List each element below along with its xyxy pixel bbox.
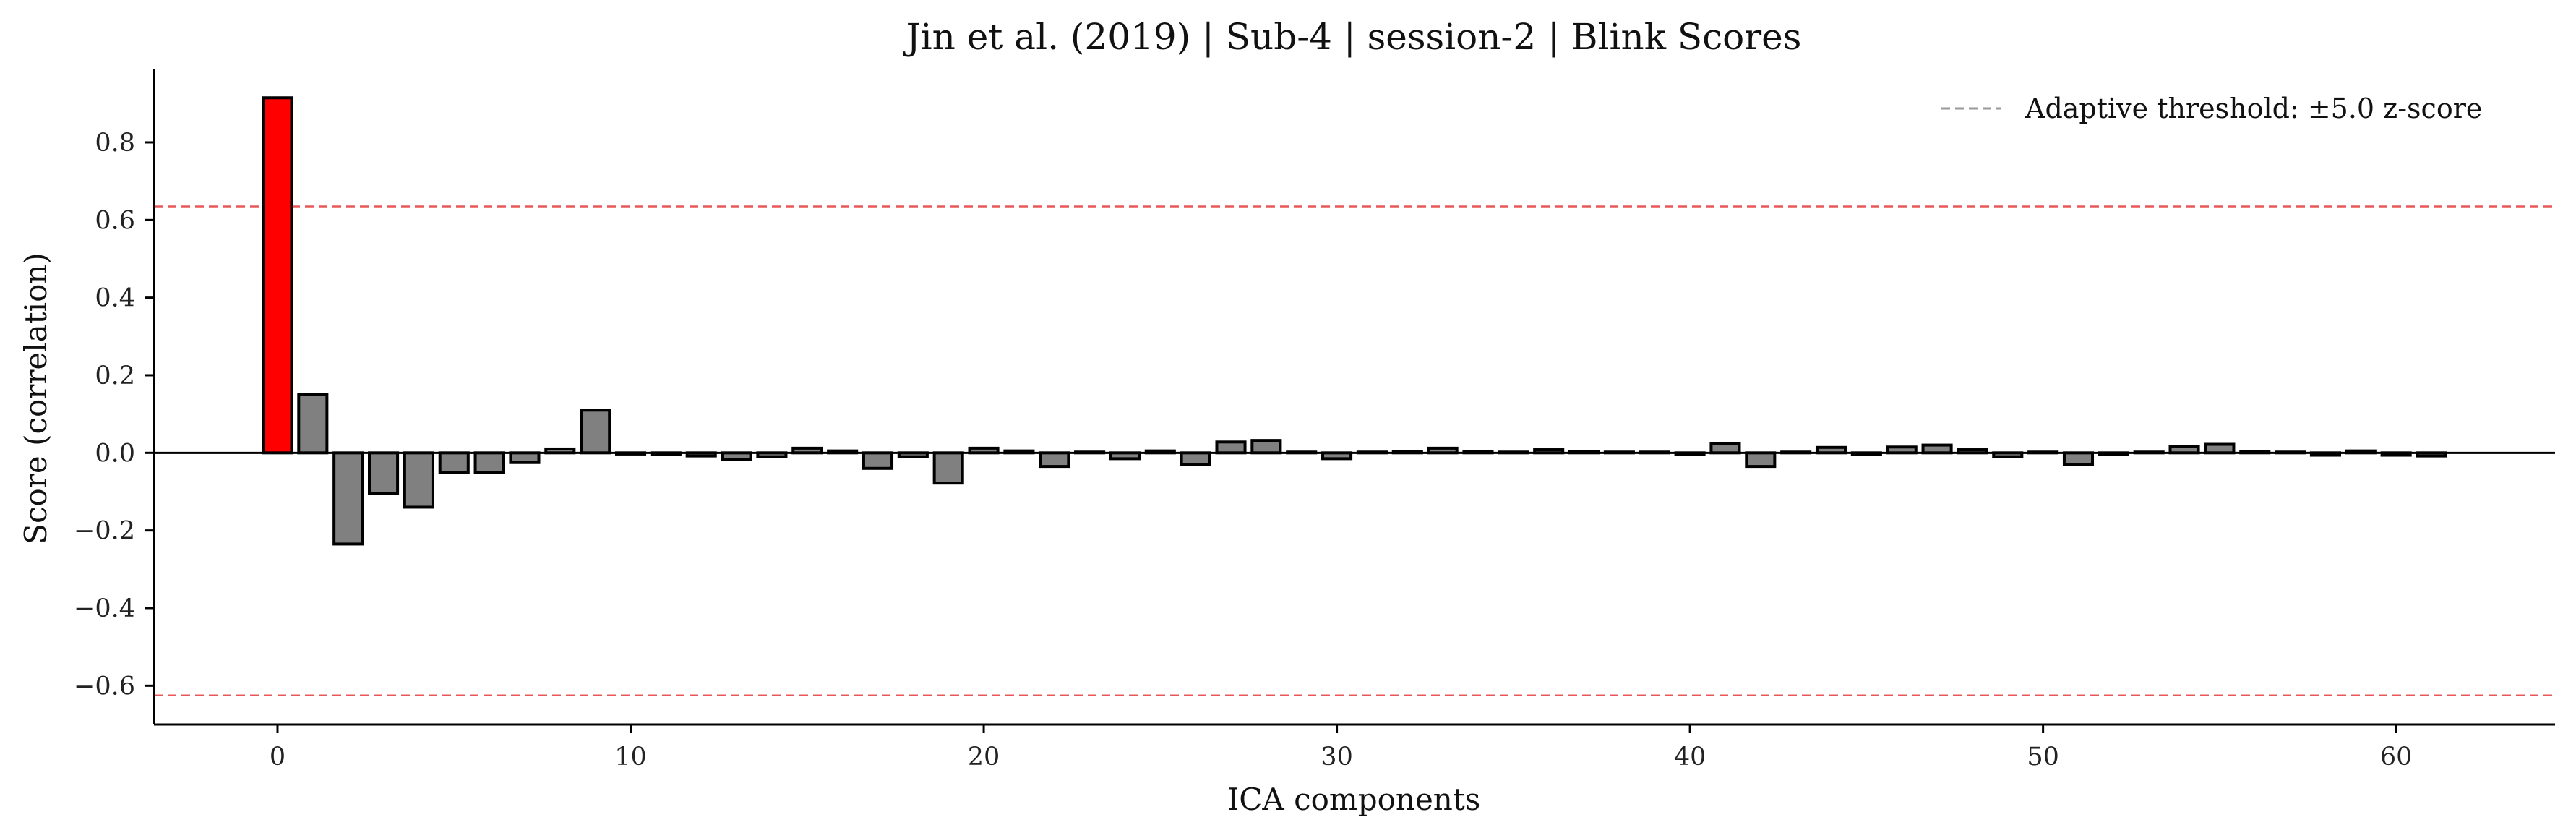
x-tick-label: 10 xyxy=(614,743,647,771)
bar-component-27 xyxy=(1215,440,1247,455)
x-tick-label: 0 xyxy=(270,743,285,771)
plot-area xyxy=(154,96,2555,696)
x-tick-group: 0 10 20 30 40 50 60 xyxy=(270,724,2413,771)
bar-component-19 xyxy=(932,451,964,485)
y-tick-label: −0.2 xyxy=(74,517,135,546)
bar-component-17 xyxy=(862,451,894,470)
bar-component-6 xyxy=(473,451,505,474)
y-tick-label: −0.4 xyxy=(74,594,135,623)
x-tick-label: 60 xyxy=(2380,743,2413,771)
legend: Adaptive threshold: ±5.0 z-score xyxy=(1941,93,2482,124)
bar-component-47 xyxy=(1921,443,1953,455)
bar-component-5 xyxy=(438,451,470,474)
y-tick-label: 0.6 xyxy=(95,206,135,235)
y-tick-label: 0.4 xyxy=(95,284,135,313)
bar-component-55 xyxy=(2204,442,2236,455)
bar-component-2 xyxy=(332,451,364,546)
bar-component-22 xyxy=(1039,451,1070,469)
bar-component-51 xyxy=(2062,451,2095,466)
bar-component-28 xyxy=(1250,439,1282,455)
y-tick-label: −0.6 xyxy=(74,672,135,701)
legend-label: Adaptive threshold: ±5.0 z-score xyxy=(2025,93,2482,124)
y-tick-group: −0.6 −0.4 −0.2 0.0 0.2 0.4 0.6 0.8 xyxy=(74,129,154,701)
x-tick-label: 50 xyxy=(2027,743,2059,771)
x-tick-label: 20 xyxy=(968,743,1000,771)
bar-component-42 xyxy=(1745,451,1777,469)
y-tick-label: 0.8 xyxy=(95,129,135,158)
chart-title: Jin et al. (2019) | Sub-4 | session-2 | … xyxy=(903,16,1802,58)
bar-component-41 xyxy=(1709,442,1741,455)
bar-component-3 xyxy=(368,451,400,495)
axes: −0.6 −0.4 −0.2 0.0 0.2 0.4 0.6 0.8 0 10 20 30 40 50 6… xyxy=(74,69,2555,771)
bar-component-9 xyxy=(580,409,611,455)
x-tick-label: 40 xyxy=(1674,743,1706,771)
bar-component-4 xyxy=(403,451,434,509)
bar-component-26 xyxy=(1180,451,1211,466)
bar-group xyxy=(262,96,2447,546)
x-tick-label: 30 xyxy=(1321,743,1353,771)
bar-component-0 xyxy=(262,96,293,455)
bar-component-1 xyxy=(297,393,329,455)
x-axis-label: ICA components xyxy=(1227,782,1481,817)
y-tick-label: 0.0 xyxy=(95,439,135,468)
y-axis-label: Score (correlation) xyxy=(18,252,53,544)
y-tick-label: 0.2 xyxy=(95,362,135,390)
bar-component-7 xyxy=(509,451,541,464)
